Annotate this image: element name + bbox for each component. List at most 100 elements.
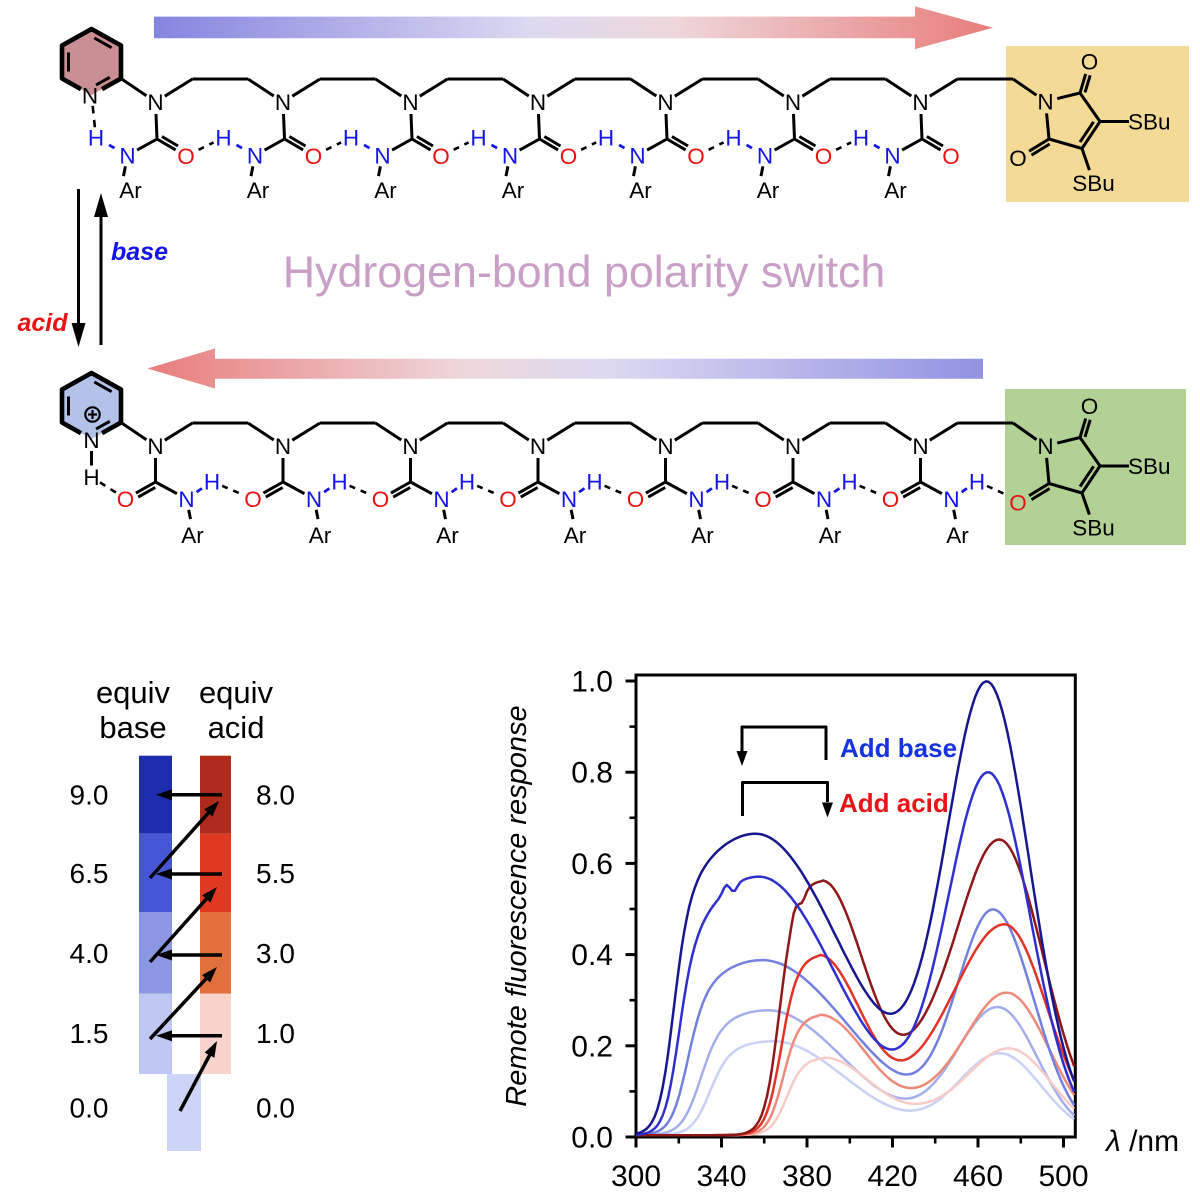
svg-text:Ar: Ar [502,178,525,203]
svg-text:N: N [757,144,773,169]
svg-text:SBu: SBu [1072,171,1115,196]
svg-text:380: 380 [782,1160,832,1193]
svg-text:0.4: 0.4 [571,939,613,972]
svg-text:N: N [119,144,135,169]
svg-text:N: N [785,90,801,115]
svg-text:acid: acid [18,309,69,337]
svg-text:Ar: Ar [884,178,907,203]
svg-text:H: H [88,126,104,151]
svg-text:N: N [306,487,322,512]
svg-text:500: 500 [1038,1160,1088,1193]
svg-text:O: O [432,144,450,169]
svg-text:300: 300 [611,1160,661,1193]
svg-text:N: N [247,144,263,169]
svg-text:H: H [586,470,602,495]
svg-text:O: O [627,487,645,512]
svg-text:N: N [530,434,546,459]
svg-text:base: base [111,238,168,266]
svg-text:O: O [815,144,833,169]
svg-text:460: 460 [953,1160,1003,1193]
svg-text:O: O [1081,50,1099,75]
svg-text:N: N [1037,434,1053,459]
svg-text:Hydrogen-bond polarity switch: Hydrogen-bond polarity switch [283,247,886,297]
svg-text:O: O [882,487,900,512]
svg-text:340: 340 [696,1160,746,1193]
svg-text:N: N [502,144,518,169]
svg-text:N: N [82,84,98,109]
svg-text:H: H [725,126,741,151]
svg-text:Ar: Ar [436,523,459,548]
svg-text:O: O [687,144,705,169]
svg-text:Ar: Ar [691,523,714,548]
svg-text:O: O [372,487,390,512]
svg-text:N: N [433,487,449,512]
svg-text:N: N [884,144,900,169]
svg-text:H: H [598,126,614,151]
svg-text:O: O [1009,491,1027,516]
svg-text:O: O [1009,146,1027,171]
svg-text:4.0: 4.0 [70,938,109,969]
svg-text:N: N [785,434,801,459]
svg-text:Ar: Ar [181,523,204,548]
svg-text:H: H [331,470,347,495]
svg-text:O: O [560,144,578,169]
svg-text:H: H [343,126,359,151]
svg-text:0.0: 0.0 [256,1093,295,1124]
svg-text:H: H [459,470,475,495]
svg-text:0.6: 0.6 [571,848,613,881]
svg-text:base: base [99,710,166,745]
svg-text:O: O [1081,394,1099,419]
svg-text:Ar: Ar [247,178,270,203]
svg-text:N: N [374,144,390,169]
svg-text:N: N [561,487,577,512]
svg-text:H: H [969,470,985,495]
svg-text:N: N [688,487,704,512]
svg-text:Ar: Ar [757,178,780,203]
svg-text:H: H [215,126,231,151]
svg-text:420: 420 [867,1160,917,1193]
svg-text:H: H [83,465,99,490]
svg-text:N: N [816,487,832,512]
svg-text:O: O [942,144,960,169]
svg-text:N: N [275,434,291,459]
svg-text:acid: acid [208,710,265,745]
svg-text:λ /nm: λ /nm [1104,1125,1179,1158]
svg-text:1.0: 1.0 [571,666,613,699]
svg-text:N: N [402,90,418,115]
svg-text:Add acid: Add acid [839,788,949,818]
svg-text:SBu: SBu [1128,454,1171,479]
svg-text:N: N [178,487,194,512]
svg-text:N: N [943,487,959,512]
svg-text:9.0: 9.0 [70,780,109,811]
svg-text:H: H [204,470,220,495]
svg-text:0.2: 0.2 [571,1030,613,1063]
svg-text:H: H [841,470,857,495]
svg-text:Remote fluorescence response: Remote fluorescence response [501,705,533,1106]
svg-text:H: H [853,126,869,151]
svg-text:N: N [912,90,928,115]
svg-text:O: O [244,487,262,512]
svg-text:O: O [499,487,517,512]
svg-text:0.0: 0.0 [571,1122,613,1155]
svg-text:Ar: Ar [119,178,142,203]
svg-text:0.8: 0.8 [571,757,613,790]
svg-text:N: N [147,434,163,459]
svg-text:equiv: equiv [199,675,274,710]
svg-text:Ar: Ar [309,523,332,548]
svg-text:N: N [530,90,546,115]
svg-text:N: N [402,434,418,459]
svg-text:Add base: Add base [840,733,957,763]
svg-text:N: N [657,90,673,115]
svg-text:N: N [657,434,673,459]
svg-text:Ar: Ar [946,523,969,548]
svg-text:0.0: 0.0 [70,1093,109,1124]
svg-text:H: H [714,470,730,495]
svg-text:N: N [147,90,163,115]
svg-text:SBu: SBu [1072,516,1115,541]
svg-text:N: N [1037,90,1053,115]
svg-text:6.5: 6.5 [70,858,109,889]
svg-text:equiv: equiv [96,675,171,710]
svg-text:Ar: Ar [629,178,652,203]
svg-text:1.5: 1.5 [70,1018,109,1049]
svg-text:N: N [83,428,99,453]
